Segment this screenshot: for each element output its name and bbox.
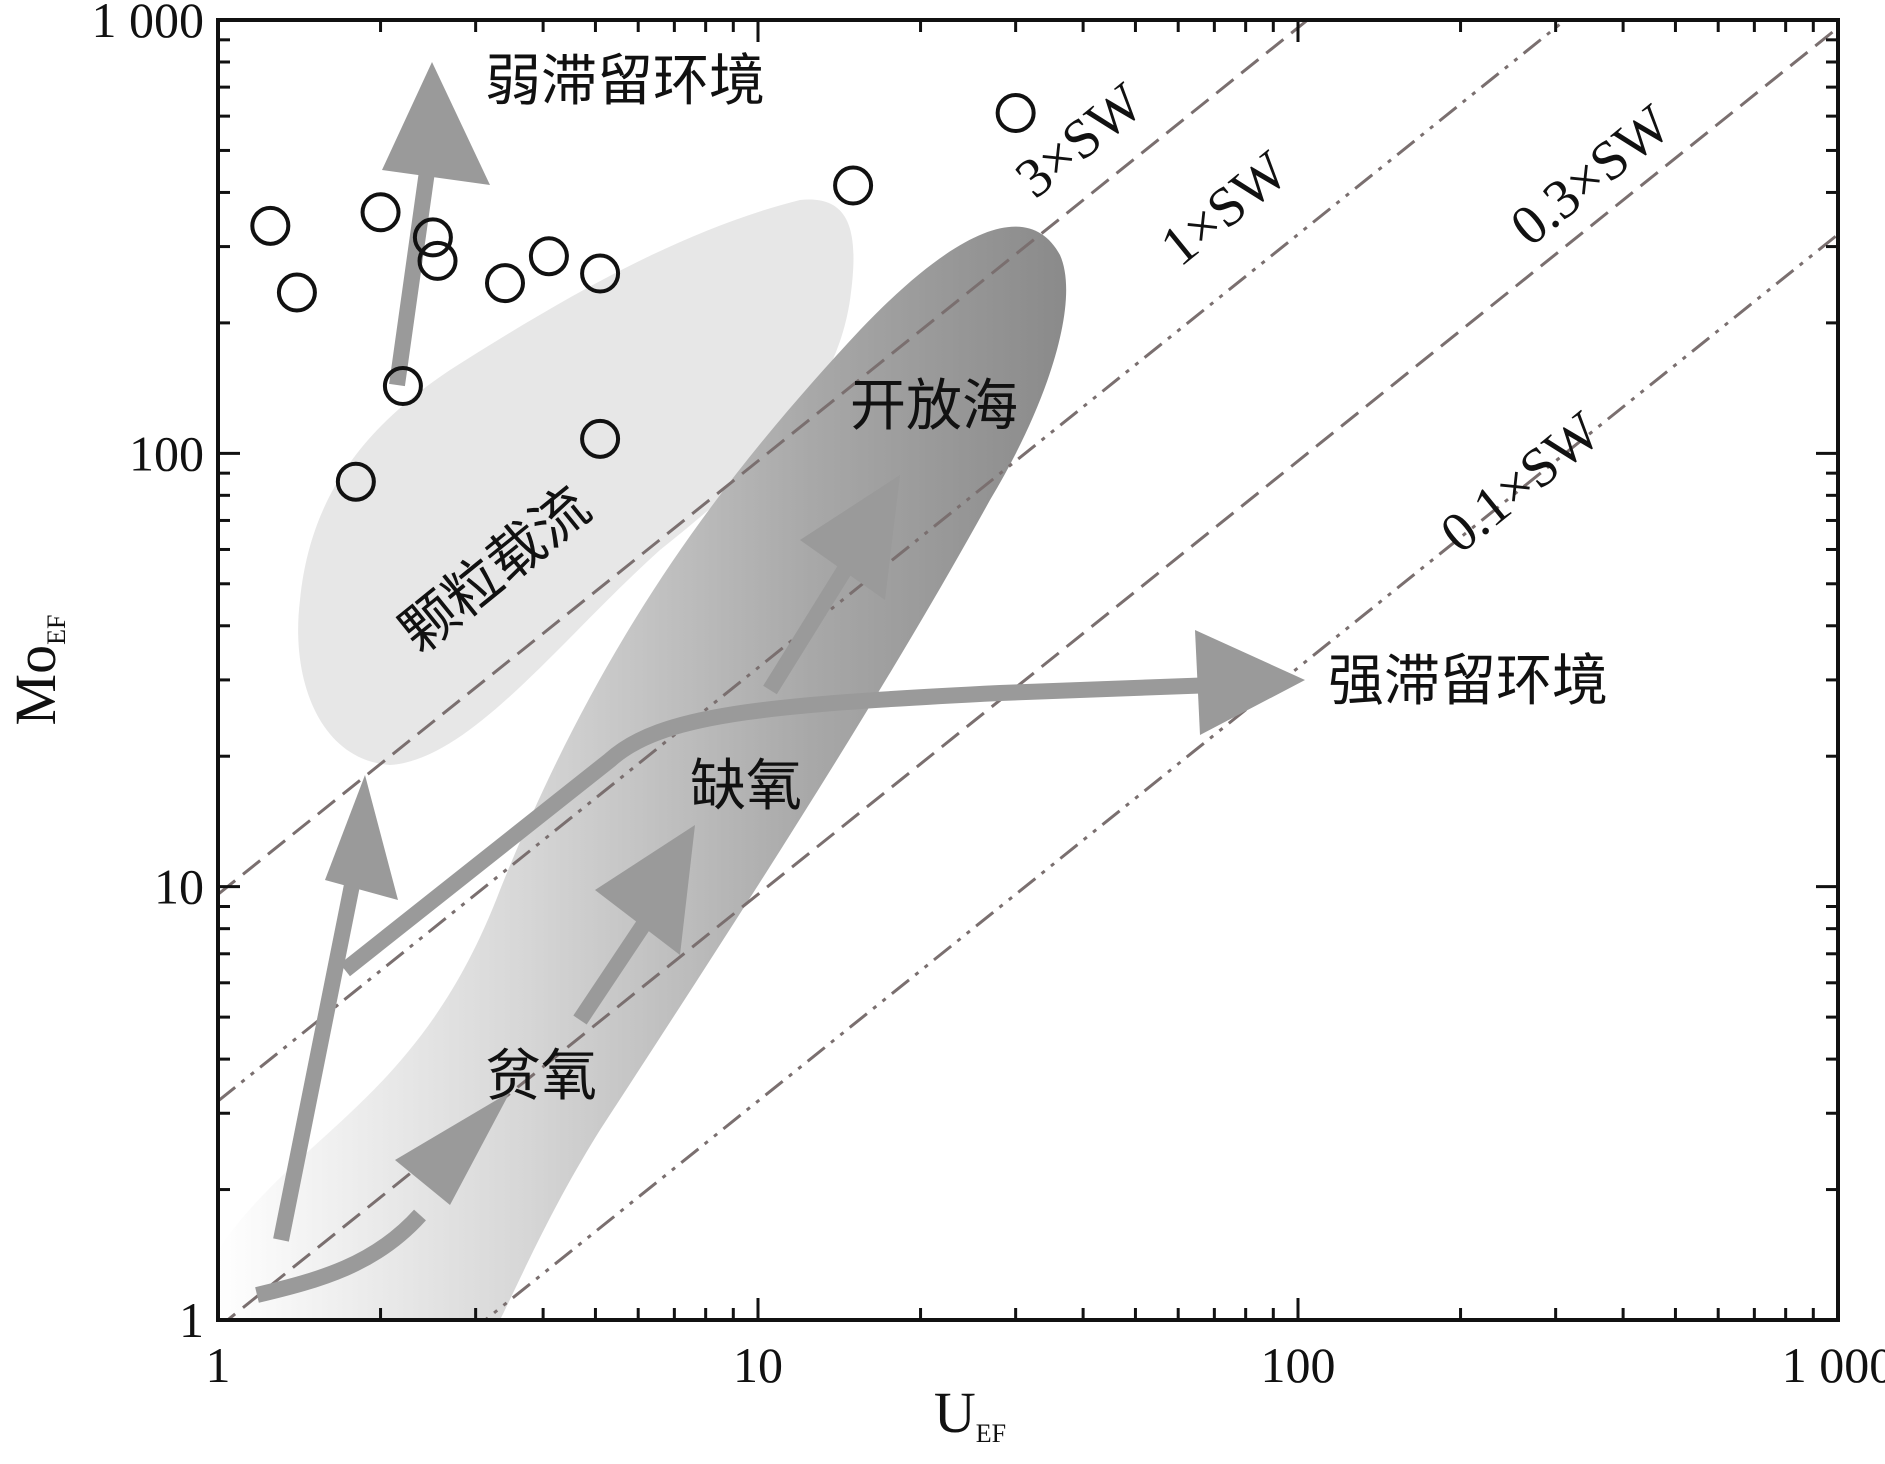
data-point [417,240,458,281]
label-weak-restriction: 弱滞留环境 [485,49,765,114]
particulate-arrowhead [325,775,398,900]
strong-restriction-arrowhead [1195,630,1305,735]
label-open-marine: 开放海 [850,374,1018,439]
seawater-reference-lines [218,20,1838,1320]
x-tick-label: 1 [206,1337,231,1393]
data-point [580,253,621,294]
x-tick-label: 10 [733,1337,783,1393]
data-point [360,192,401,233]
weak-restriction-arrowhead [382,62,490,185]
label-strong-restriction: 强滞留环境 [1328,649,1608,714]
region-open-marine-band [218,226,1067,1320]
data-point [382,366,423,407]
axes: 11 10 10 100 100 1 000 1 000 [92,0,1885,1393]
x-axis-title: UEF [934,1380,1006,1448]
x-tick-label: 100 [1261,1337,1336,1393]
data-point [250,205,291,246]
data-points [250,93,1036,502]
trend-arrows [255,62,1305,1303]
y-axis-title: MoEF [3,615,71,726]
data-point [995,93,1036,134]
x-tick-label: 1 000 [1782,1337,1885,1393]
label-suboxic: 贫氧 [485,1044,597,1109]
data-point [335,461,376,502]
sw-line-3 [482,233,1838,1320]
data-point [484,263,525,304]
sw-label-3x: 3×SW [1004,71,1155,210]
y-tick-label: 100 [129,425,204,481]
data-point [580,418,621,459]
data-point [833,165,874,206]
y-tick-label: 1 000 [92,0,205,48]
sw-line-0 [218,20,1310,896]
sw-line-1 [218,20,1568,1103]
sw-label-1x: 1×SW [1149,139,1300,278]
data-point [528,236,569,277]
data-point [412,217,453,258]
y-tick-label: 1 [179,1292,204,1348]
y-tick-label: 10 [154,859,204,915]
region-particulate-shuttle [298,199,854,765]
plot-frame [216,18,1840,1322]
sw-label-0.1x: 0.1×SW [1429,400,1612,565]
data-point [276,272,317,313]
sw-line-2 [225,26,1838,1320]
label-anoxic: 缺氧 [690,754,802,819]
